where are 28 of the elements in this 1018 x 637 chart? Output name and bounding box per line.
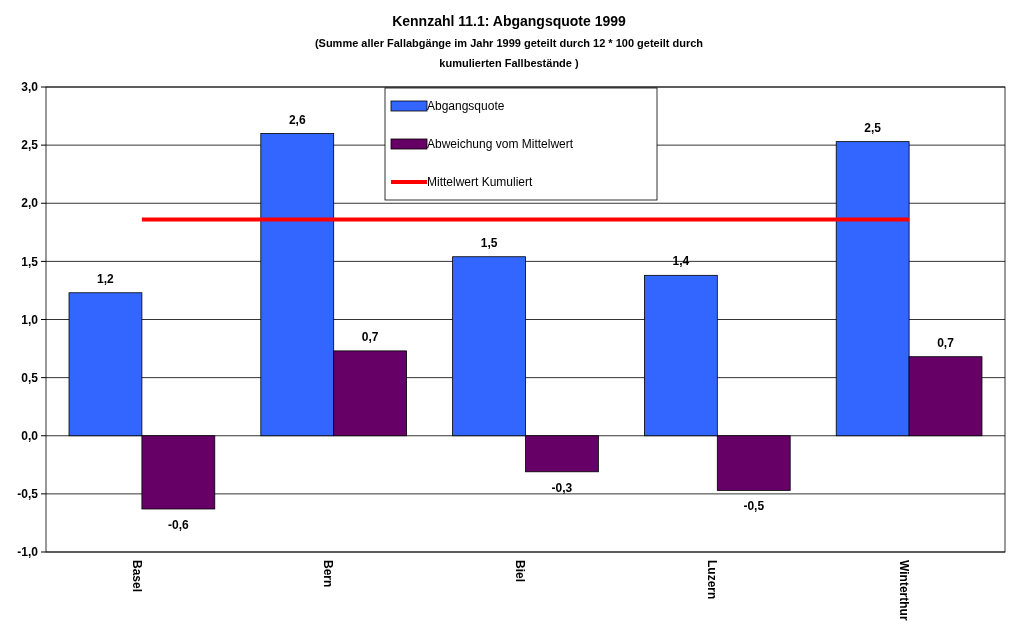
y-tick-label: 3,0 xyxy=(21,80,39,95)
x-tick-label: Biel xyxy=(513,560,528,583)
data-label: 2,6 xyxy=(288,112,306,127)
legend-label: Mittelwert Kumuliert xyxy=(427,175,534,190)
x-tick-label: Basel xyxy=(129,560,144,593)
data-label: -0,5 xyxy=(743,499,765,514)
data-label: -0,6 xyxy=(168,517,189,532)
x-tick-label: Luzern xyxy=(705,560,720,600)
y-tick-label: 1,0 xyxy=(21,312,39,327)
legend-label: Abweichung vom Mittelwert xyxy=(427,137,574,152)
y-tick-label: 2,5 xyxy=(21,138,39,153)
y-tick-label: 0,0 xyxy=(21,428,39,443)
chart-title: Kennzahl 11.1: Abgangsquote 1999 xyxy=(392,13,627,29)
data-label: 1,2 xyxy=(97,271,115,286)
data-label: 1,5 xyxy=(480,235,498,250)
legend-label: Abgangsquote xyxy=(427,99,505,114)
y-tick-label: 0,5 xyxy=(21,370,39,385)
y-tick-label: -0,5 xyxy=(17,487,39,502)
data-label: 0,7 xyxy=(937,335,955,350)
chart-subtitle: (Summe aller Fallabgänge im Jahr 1999 geteilt durch 12 * 100 geteilt durch kumulierten Fallbestände ) xyxy=(314,37,704,69)
y-tick-label: 1,5 xyxy=(21,254,39,269)
data-label: 2,5 xyxy=(864,120,882,135)
y-tick-label: 2,0 xyxy=(21,196,39,211)
data-label: 0,7 xyxy=(361,329,379,344)
y-tick-label: -1,0 xyxy=(17,545,39,560)
x-tick-label: Winterthur xyxy=(896,560,911,621)
x-tick-label: Bern xyxy=(321,560,336,588)
data-label: -0,3 xyxy=(551,480,573,495)
